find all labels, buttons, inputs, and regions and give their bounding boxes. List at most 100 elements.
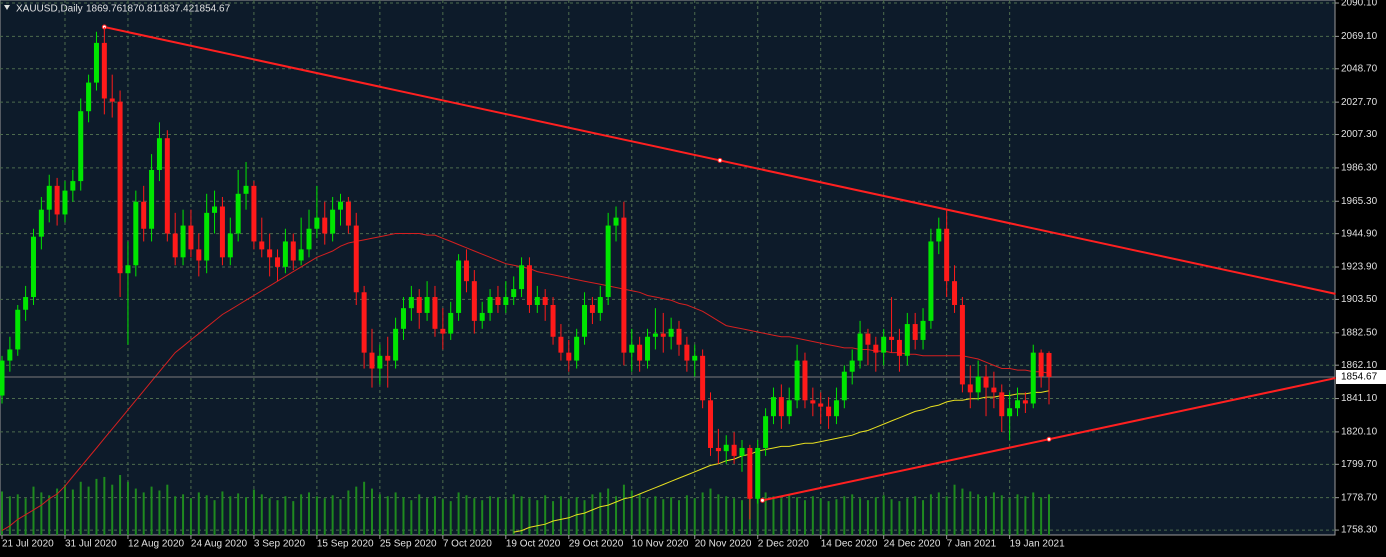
x-tick-label: 24 Aug 2020 [191,539,248,550]
y-tick-label: 1820.10 [1341,427,1378,438]
x-tick-label: 7 Oct 2020 [443,539,492,550]
candle-body [1007,408,1013,417]
y-tick-label: 1841.10 [1341,393,1378,404]
candle-body [802,360,808,401]
y-tick-label: 2090.10 [1341,0,1378,9]
candle-body [755,447,761,499]
candle-body [30,236,36,298]
candle-body [519,265,525,290]
y-tick-label: 1903.50 [1341,294,1378,305]
candle-body [0,360,5,396]
candle-body [1030,352,1036,404]
candle-body [416,297,422,313]
candle-body [227,233,233,258]
candle-body [983,376,989,388]
candle-body [141,201,147,229]
y-tick-label: 1923.90 [1341,262,1378,273]
candle-body [259,241,265,250]
candle-body [763,416,769,448]
candle-body [282,241,288,267]
x-tick-label: 19 Oct 2020 [506,539,561,550]
candle-body [952,281,958,305]
candle-body [495,297,501,305]
candle-body [857,333,863,361]
x-tick-label: 14 Dec 2020 [821,539,878,550]
candle-body [660,333,666,337]
candle-body [219,206,225,258]
candle-body [23,297,29,310]
candle-body [873,344,879,353]
low-value: 1837.42 [158,4,195,15]
candle-body [613,217,619,226]
candle-body [46,185,52,210]
x-tick-label: 10 Nov 2020 [632,539,689,550]
candle-body [715,447,721,452]
price-tag [1336,369,1386,384]
y-tick-label: 2069.10 [1341,31,1378,42]
candle-body [810,400,816,404]
y-tick-label: 1882.50 [1341,327,1378,338]
y-tick-label: 2007.30 [1341,129,1378,140]
candle-body [338,201,344,210]
candle-body [440,328,446,334]
candle-body [881,336,887,353]
candle-body [243,185,249,194]
candle-body [967,384,973,393]
candle-body [936,228,942,242]
title-icon [4,5,10,10]
y-tick-label: 1944.90 [1341,228,1378,239]
candle-body [566,352,572,361]
candle-body [267,249,273,258]
candle-body [637,344,643,361]
candle-body [212,206,218,213]
y-tick-label: 1986.30 [1341,163,1378,174]
candle-body [542,297,548,305]
candle-body [164,138,170,234]
candle-body [133,201,139,266]
x-tick-label: 24 Dec 2020 [884,539,941,550]
candle-body [668,328,674,337]
candle-body [7,349,13,361]
candle-body [574,336,580,361]
candle-body [550,304,556,337]
candle-body [770,397,776,417]
candle-body [503,297,509,305]
candle-body [377,355,383,369]
candle-body [676,328,682,345]
candle-body [38,209,44,237]
candle-body [78,111,84,182]
candle-body [400,308,406,329]
candle-body [330,209,336,234]
candle-body [117,101,123,274]
candle-body [589,304,595,313]
candle-body [456,260,462,313]
candles [0,27,1052,520]
candle-body [629,344,635,353]
candle-body [235,193,241,234]
y-tick-label: 2027.70 [1341,97,1378,108]
high-value: 1870.81 [122,4,159,15]
open-value: 1869.76 [86,4,123,15]
candle-body [534,297,540,305]
candle-body [582,304,588,337]
candle-body [889,336,895,340]
candle-body [526,265,532,305]
candle-body [991,387,997,393]
candle-body [125,265,131,274]
candle-body [707,400,713,448]
x-tick-label: 21 Jul 2020 [2,539,54,550]
candle-body [912,324,918,340]
x-tick-label: 25 Sep 2020 [380,539,437,550]
candle-body [408,297,414,309]
candle-body [778,397,784,417]
candle-body [511,289,517,298]
candle-body [487,297,493,313]
candle-body [361,292,367,353]
candle-body [424,297,430,313]
candle-body [849,360,855,372]
symbol: XAUUSD,Daily [16,4,83,15]
candle-body [306,228,312,250]
candle-body [172,233,178,258]
candle-body [149,169,155,229]
